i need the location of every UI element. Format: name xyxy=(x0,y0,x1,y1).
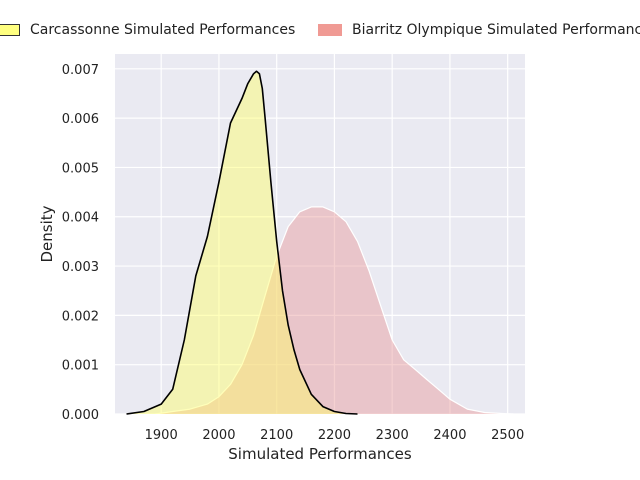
density-areas xyxy=(126,70,514,415)
y-tick-label: 0.002 xyxy=(62,309,99,324)
legend-swatch-biarritz xyxy=(318,24,342,36)
x-tick-label: 2000 xyxy=(202,428,235,443)
y-tick-label: 0.001 xyxy=(62,359,99,374)
x-tick-label: 2400 xyxy=(433,428,466,443)
x-tick-label: 2200 xyxy=(318,428,351,443)
plot-area xyxy=(115,54,525,414)
y-tick-label: 0.000 xyxy=(62,408,99,423)
x-tick-label: 1900 xyxy=(145,428,178,443)
series-area-1 xyxy=(155,206,514,414)
grid xyxy=(115,54,525,415)
series-line-1 xyxy=(155,206,514,415)
legend-label-biarritz: Biarritz Olympique Simulated Performance… xyxy=(352,22,640,38)
legend: Carcassonne Simulated Performances Biarr… xyxy=(0,20,640,42)
legend-item-carcassonne: Carcassonne Simulated Performances xyxy=(0,22,295,38)
x-tick-label: 2500 xyxy=(491,428,524,443)
y-tick-label: 0.006 xyxy=(62,112,99,127)
y-tick-label: 0.004 xyxy=(62,211,99,226)
x-axis-label: Simulated Performances xyxy=(228,445,412,463)
legend-item-biarritz: Biarritz Olympique Simulated Performance… xyxy=(318,22,640,38)
series-line-0 xyxy=(126,70,358,415)
y-axis-ticks: 0.000 0.001 0.002 0.003 0.004 0.005 0.006 0.007 xyxy=(62,63,99,423)
legend-swatch-carcassonne xyxy=(0,24,20,36)
x-axis-ticks: 1900 2000 2100 2200 2300 2400 2500 xyxy=(145,428,525,443)
y-tick-label: 0.005 xyxy=(62,161,99,176)
series-area-0 xyxy=(126,71,358,415)
x-tick-label: 2300 xyxy=(376,428,409,443)
y-tick-label: 0.007 xyxy=(62,63,99,78)
x-tick-label: 2100 xyxy=(260,428,293,443)
y-axis-label: Density xyxy=(38,205,56,262)
y-tick-label: 0.003 xyxy=(62,260,99,275)
legend-label-carcassonne: Carcassonne Simulated Performances xyxy=(30,22,296,38)
